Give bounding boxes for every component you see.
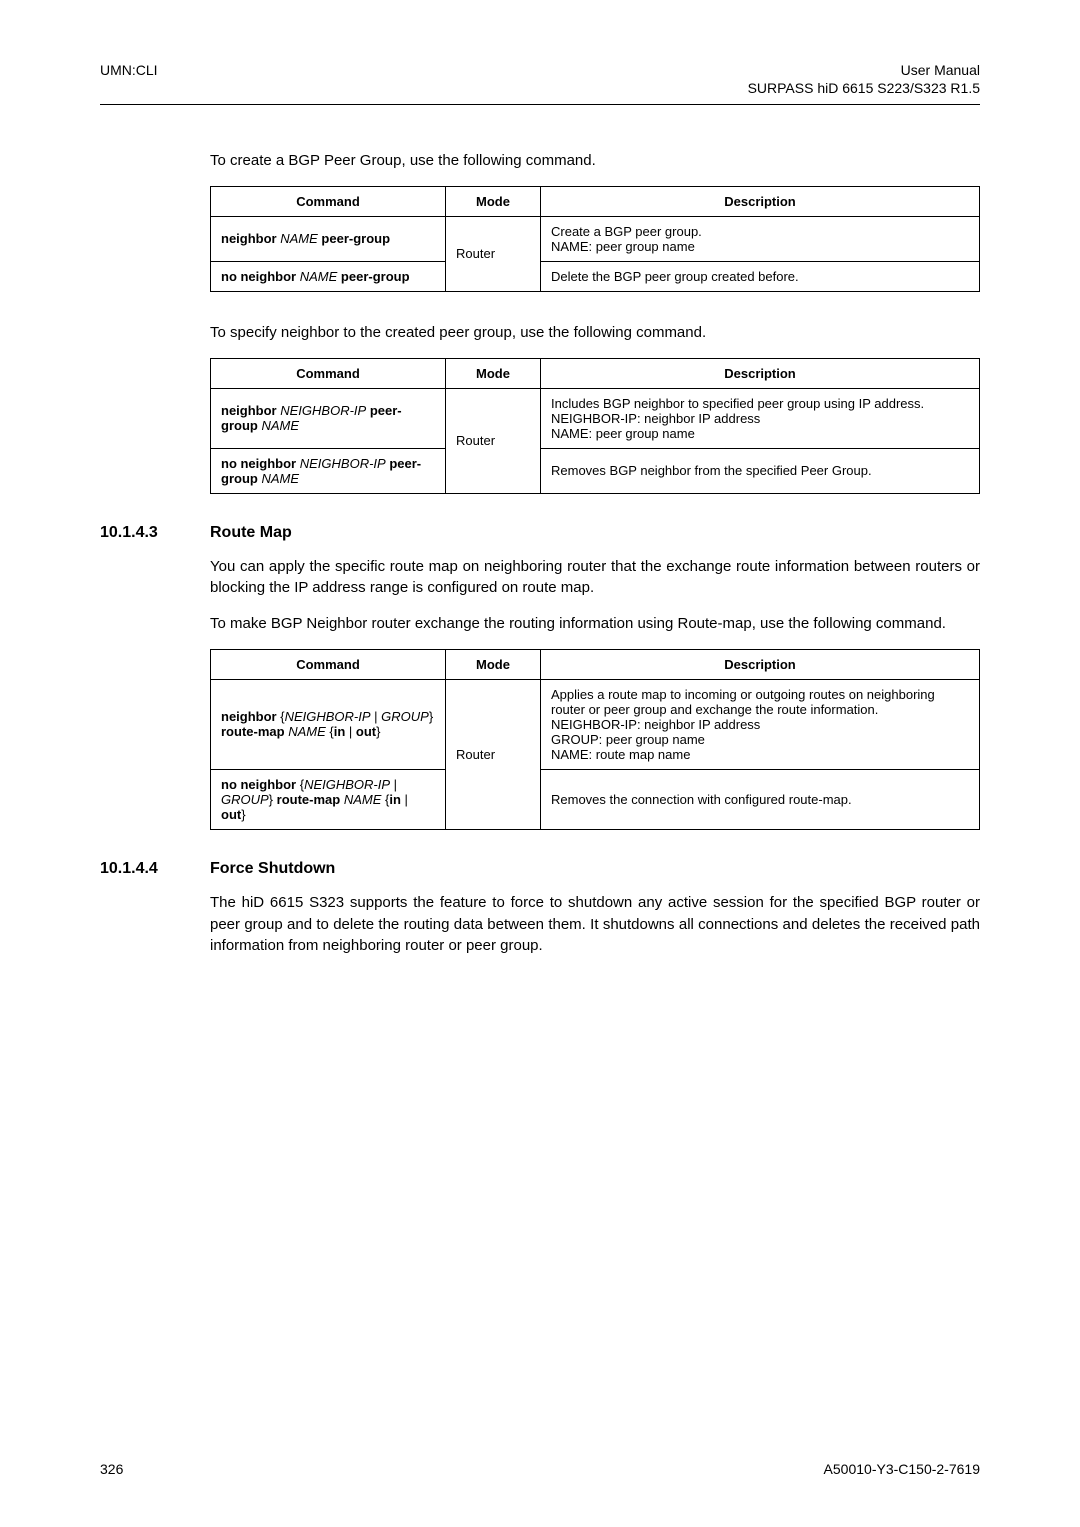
cell-command: neighbor NAME peer-group <box>211 216 446 261</box>
header-right-top: User Manual <box>901 62 980 78</box>
header-right-bottom: SURPASS hiD 6615 S223/S323 R1.5 <box>748 80 980 96</box>
footer-row: 326 A50010-Y3-C150-2-7619 <box>100 1461 980 1477</box>
table-row: neighbor {NEIGHBOR-IP | GROUP} route-map… <box>211 679 980 769</box>
cell-description: Applies a route map to incoming or outgo… <box>541 679 980 769</box>
cell-command: no neighbor NAME peer-group <box>211 261 446 291</box>
section4-para1: The hiD 6615 S323 supports the feature t… <box>210 892 980 957</box>
cell-command: neighbor NEIGHBOR-IP peer-group NAME <box>211 388 446 448</box>
intro-text-1: To create a BGP Peer Group, use the foll… <box>210 150 980 172</box>
table-row: no neighbor {NEIGHBOR-IP | GROUP} route-… <box>211 769 980 829</box>
table-row: no neighbor NEIGHBOR-IP peer-group NAME … <box>211 448 980 493</box>
header-subrow: SURPASS hiD 6615 S223/S323 R1.5 <box>100 80 980 96</box>
section-number: 10.1.4.3 <box>100 524 210 542</box>
cell-description: Create a BGP peer group.NAME: peer group… <box>541 216 980 261</box>
cell-description: Includes BGP neighbor to specified peer … <box>541 388 980 448</box>
th-mode: Mode <box>446 649 541 679</box>
header-rule <box>100 104 980 105</box>
th-command: Command <box>211 358 446 388</box>
cell-description: Removes BGP neighbor from the specified … <box>541 448 980 493</box>
table-neighbor-peer-group: Command Mode Description neighbor NEIGHB… <box>210 358 980 494</box>
table-route-map: Command Mode Description neighbor {NEIGH… <box>210 649 980 830</box>
cell-description: Removes the connection with configured r… <box>541 769 980 829</box>
th-command: Command <box>211 186 446 216</box>
footer-doc-id: A50010-Y3-C150-2-7619 <box>824 1461 980 1477</box>
table-peer-group: Command Mode Description neighbor NAME p… <box>210 186 980 292</box>
table-row: neighbor NEIGHBOR-IP peer-group NAME Rou… <box>211 388 980 448</box>
table-header-row: Command Mode Description <box>211 358 980 388</box>
header-row: UMN:CLI User Manual <box>100 62 980 78</box>
cell-command: no neighbor NEIGHBOR-IP peer-group NAME <box>211 448 446 493</box>
section-heading-route-map: 10.1.4.3 Route Map <box>100 524 980 542</box>
table-row: neighbor NAME peer-group Router Create a… <box>211 216 980 261</box>
section-title: Force Shutdown <box>210 860 335 878</box>
section-title: Route Map <box>210 524 292 542</box>
cell-command: no neighbor {NEIGHBOR-IP | GROUP} route-… <box>211 769 446 829</box>
th-command: Command <box>211 649 446 679</box>
cell-command: neighbor {NEIGHBOR-IP | GROUP} route-map… <box>211 679 446 769</box>
th-mode: Mode <box>446 186 541 216</box>
section-number: 10.1.4.4 <box>100 860 210 878</box>
th-mode: Mode <box>446 358 541 388</box>
table-header-row: Command Mode Description <box>211 186 980 216</box>
section3-para2: To make BGP Neighbor router exchange the… <box>210 613 980 635</box>
page-container: UMN:CLI User Manual SURPASS hiD 6615 S22… <box>0 0 1080 1527</box>
cell-description: Delete the BGP peer group created before… <box>541 261 980 291</box>
cell-mode: Router <box>446 679 541 829</box>
th-description: Description <box>541 358 980 388</box>
th-description: Description <box>541 649 980 679</box>
th-description: Description <box>541 186 980 216</box>
table-header-row: Command Mode Description <box>211 649 980 679</box>
footer-page-number: 326 <box>100 1461 123 1477</box>
cell-mode: Router <box>446 216 541 291</box>
section-heading-force-shutdown: 10.1.4.4 Force Shutdown <box>100 860 980 878</box>
cell-mode: Router <box>446 388 541 493</box>
intro-text-2: To specify neighbor to the created peer … <box>210 322 980 344</box>
table-row: no neighbor NAME peer-group Delete the B… <box>211 261 980 291</box>
header-left: UMN:CLI <box>100 62 158 78</box>
section3-para1: You can apply the specific route map on … <box>210 556 980 600</box>
